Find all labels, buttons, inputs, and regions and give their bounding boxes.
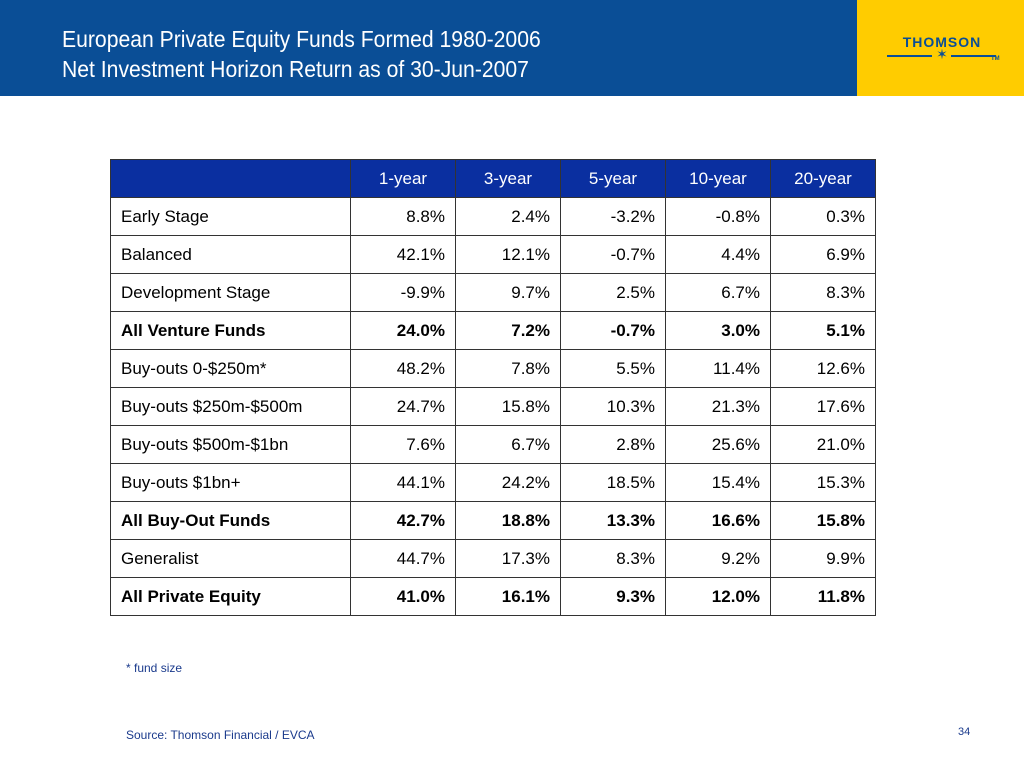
table-cell: 7.6% xyxy=(350,425,456,464)
table-cell: 21.0% xyxy=(770,425,876,464)
table-cell: 10.3% xyxy=(560,387,666,426)
table-cell: 17.6% xyxy=(770,387,876,426)
table-cell: 8.3% xyxy=(560,539,666,578)
column-header: 10-year xyxy=(665,159,771,198)
table-cell: 42.1% xyxy=(350,235,456,274)
table-cell: 3.0% xyxy=(665,311,771,350)
table-cell: 9.3% xyxy=(560,577,666,616)
footnote: * fund size xyxy=(126,661,183,675)
title-bar: European Private Equity Funds Formed 198… xyxy=(0,0,857,96)
table-cell: -0.7% xyxy=(560,311,666,350)
table-cell: 8.8% xyxy=(350,197,456,236)
table-cell: -3.2% xyxy=(560,197,666,236)
table-cell: -9.9% xyxy=(350,273,456,312)
returns-table: 1-year 3-year 5-year 10-year 20-year Ear… xyxy=(110,159,876,616)
table-cell: 12.0% xyxy=(665,577,771,616)
table-cell: 24.2% xyxy=(455,463,561,502)
table-cell: 16.6% xyxy=(665,501,771,540)
table-cell: 5.1% xyxy=(770,311,876,350)
table-row: Buy-outs $250m-$500m 24.7% 15.8% 10.3% 21.3%… xyxy=(110,387,876,426)
table-cell: 4.4% xyxy=(665,235,771,274)
table-row: Buy-outs $1bn+ 44.1% 24.2% 18.5% 15.4% 15.3% xyxy=(110,463,876,502)
table-cell: 6.7% xyxy=(665,273,771,312)
table-row: All Buy-Out Funds 42.7% 18.8% 13.3% 16.6% 15.… xyxy=(110,501,876,540)
table-cell: 9.9% xyxy=(770,539,876,578)
table-cell: 24.0% xyxy=(350,311,456,350)
table-row: Early Stage 8.8% 2.4% -3.2% -0.8% 0.3% xyxy=(110,197,876,236)
table-cell: 18.5% xyxy=(560,463,666,502)
table-cell: -0.8% xyxy=(665,197,771,236)
source-note: Source: Thomson Financial / EVCA xyxy=(126,728,315,742)
table-cell: 48.2% xyxy=(350,349,456,388)
table-cell: 11.8% xyxy=(770,577,876,616)
table-cell: 8.3% xyxy=(770,273,876,312)
column-header xyxy=(110,159,351,198)
table-cell: -0.7% xyxy=(560,235,666,274)
table-row: Buy-outs $500m-$1bn 7.6% 6.7% 2.8% 25.6% 21.0… xyxy=(110,425,876,464)
table-row: Buy-outs 0-$250m* 48.2% 7.8% 5.5% 11.4% 12.6% xyxy=(110,349,876,388)
row-label: All Private Equity xyxy=(110,577,351,616)
star-icon: ✶ xyxy=(936,46,948,62)
table-cell: 17.3% xyxy=(455,539,561,578)
table-cell: 44.1% xyxy=(350,463,456,502)
title-line-1: European Private Equity Funds Formed 198… xyxy=(62,26,541,52)
table-cell: 12.1% xyxy=(455,235,561,274)
table-row: All Private Equity 41.0% 16.1% 9.3% 12.0% 11.… xyxy=(110,577,876,616)
table-cell: 7.8% xyxy=(455,349,561,388)
logo-wordmark: THOMSON xyxy=(902,34,982,50)
table-cell: 15.3% xyxy=(770,463,876,502)
table-row: Development Stage -9.9% 9.7% 2.5% 6.7% 8.3% xyxy=(110,273,876,312)
table-header-row: 1-year 3-year 5-year 10-year 20-year xyxy=(110,159,876,198)
table-cell: 0.3% xyxy=(770,197,876,236)
table-cell: 9.7% xyxy=(455,273,561,312)
table-row: All Venture Funds 24.0% 7.2% -0.7% 3.0% 5.1% xyxy=(110,311,876,350)
column-header: 20-year xyxy=(770,159,876,198)
table-cell: 41.0% xyxy=(350,577,456,616)
table-row: Generalist 44.7% 17.3% 8.3% 9.2% 9.9% xyxy=(110,539,876,578)
column-header: 5-year xyxy=(560,159,666,198)
table-cell: 9.2% xyxy=(665,539,771,578)
table-cell: 5.5% xyxy=(560,349,666,388)
table-row: Balanced 42.1% 12.1% -0.7% 4.4% 6.9% xyxy=(110,235,876,274)
row-label: All Venture Funds xyxy=(110,311,351,350)
table-cell: 2.8% xyxy=(560,425,666,464)
table-cell: 42.7% xyxy=(350,501,456,540)
row-label: Buy-outs 0-$250m* xyxy=(110,349,351,388)
table-cell: 18.8% xyxy=(455,501,561,540)
table-cell: 21.3% xyxy=(665,387,771,426)
table-cell: 6.9% xyxy=(770,235,876,274)
title-line-2: Net Investment Horizon Return as of 30-J… xyxy=(62,56,529,82)
row-label: Generalist xyxy=(110,539,351,578)
trademark-mark: TM xyxy=(991,56,1000,62)
table-cell: 6.7% xyxy=(455,425,561,464)
row-label: Buy-outs $1bn+ xyxy=(110,463,351,502)
table-cell: 44.7% xyxy=(350,539,456,578)
row-label: Buy-outs $500m-$1bn xyxy=(110,425,351,464)
page-number: 34 xyxy=(958,726,971,738)
row-label: Buy-outs $250m-$500m xyxy=(110,387,351,426)
row-label: Development Stage xyxy=(110,273,351,312)
table-cell: 15.8% xyxy=(770,501,876,540)
table-cell: 11.4% xyxy=(665,349,771,388)
table-cell: 15.4% xyxy=(665,463,771,502)
table-cell: 2.4% xyxy=(455,197,561,236)
logo-line-right xyxy=(951,55,996,57)
column-header: 3-year xyxy=(455,159,561,198)
row-label: All Buy-Out Funds xyxy=(110,501,351,540)
table-cell: 2.5% xyxy=(560,273,666,312)
table-cell: 24.7% xyxy=(350,387,456,426)
thomson-logo: THOMSON ✶ TM xyxy=(857,0,1024,96)
logo-line-left xyxy=(887,55,932,57)
row-label: Balanced xyxy=(110,235,351,274)
row-label: Early Stage xyxy=(110,197,351,236)
column-header: 1-year xyxy=(350,159,456,198)
table-cell: 13.3% xyxy=(560,501,666,540)
table-cell: 15.8% xyxy=(455,387,561,426)
table-cell: 25.6% xyxy=(665,425,771,464)
table-cell: 12.6% xyxy=(770,349,876,388)
table-cell: 7.2% xyxy=(455,311,561,350)
table-cell: 16.1% xyxy=(455,577,561,616)
slide-title: European Private Equity Funds Formed 198… xyxy=(62,24,541,84)
